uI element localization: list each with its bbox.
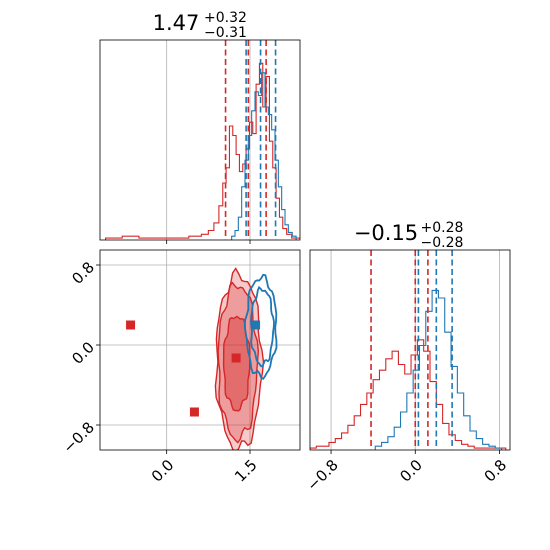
blue-histogram-0 xyxy=(231,72,297,240)
y-tick-label-2d-1: 0.0 xyxy=(68,338,98,368)
x-tick-label-2: 0.8 xyxy=(481,456,511,486)
y-tick-label-2d-2: 0.8 xyxy=(68,258,98,288)
red-histogram-2 xyxy=(310,339,507,450)
panel-title-upper-2: +0.28 xyxy=(421,220,464,236)
panel-title-value-2: −0.15 xyxy=(354,221,418,245)
red-histogram-0 xyxy=(105,62,300,240)
red-contour-1 xyxy=(217,281,260,444)
x-tick-label-0: −0.8 xyxy=(303,456,341,494)
x-tick-label-2d-0: 0.0 xyxy=(148,456,178,486)
x-tick-label-2d-1: 1.5 xyxy=(231,456,261,486)
blue-histogram-2 xyxy=(374,289,503,450)
panel-frame-2d xyxy=(99,249,301,451)
panel-title-lower-0: −0.31 xyxy=(204,25,247,41)
panel-title-upper-0: +0.32 xyxy=(204,10,247,26)
panel-frame-0 xyxy=(99,39,301,241)
blue-contour-0 xyxy=(243,273,278,381)
red-marker-2 xyxy=(231,353,241,363)
red-marker-1 xyxy=(189,407,199,417)
panel-frame-2 xyxy=(309,249,511,451)
contour-group xyxy=(126,267,278,450)
red-contour-2 xyxy=(222,315,251,412)
panel-title-lower-2: −0.28 xyxy=(421,235,464,251)
red-marker-0 xyxy=(126,320,136,330)
x-tick-label-1: 0.0 xyxy=(396,456,426,486)
y-tick-label-2d-0: −0.8 xyxy=(60,418,98,456)
panel-title-value-0: 1.47 xyxy=(153,11,200,35)
blue-marker-3 xyxy=(251,320,261,330)
